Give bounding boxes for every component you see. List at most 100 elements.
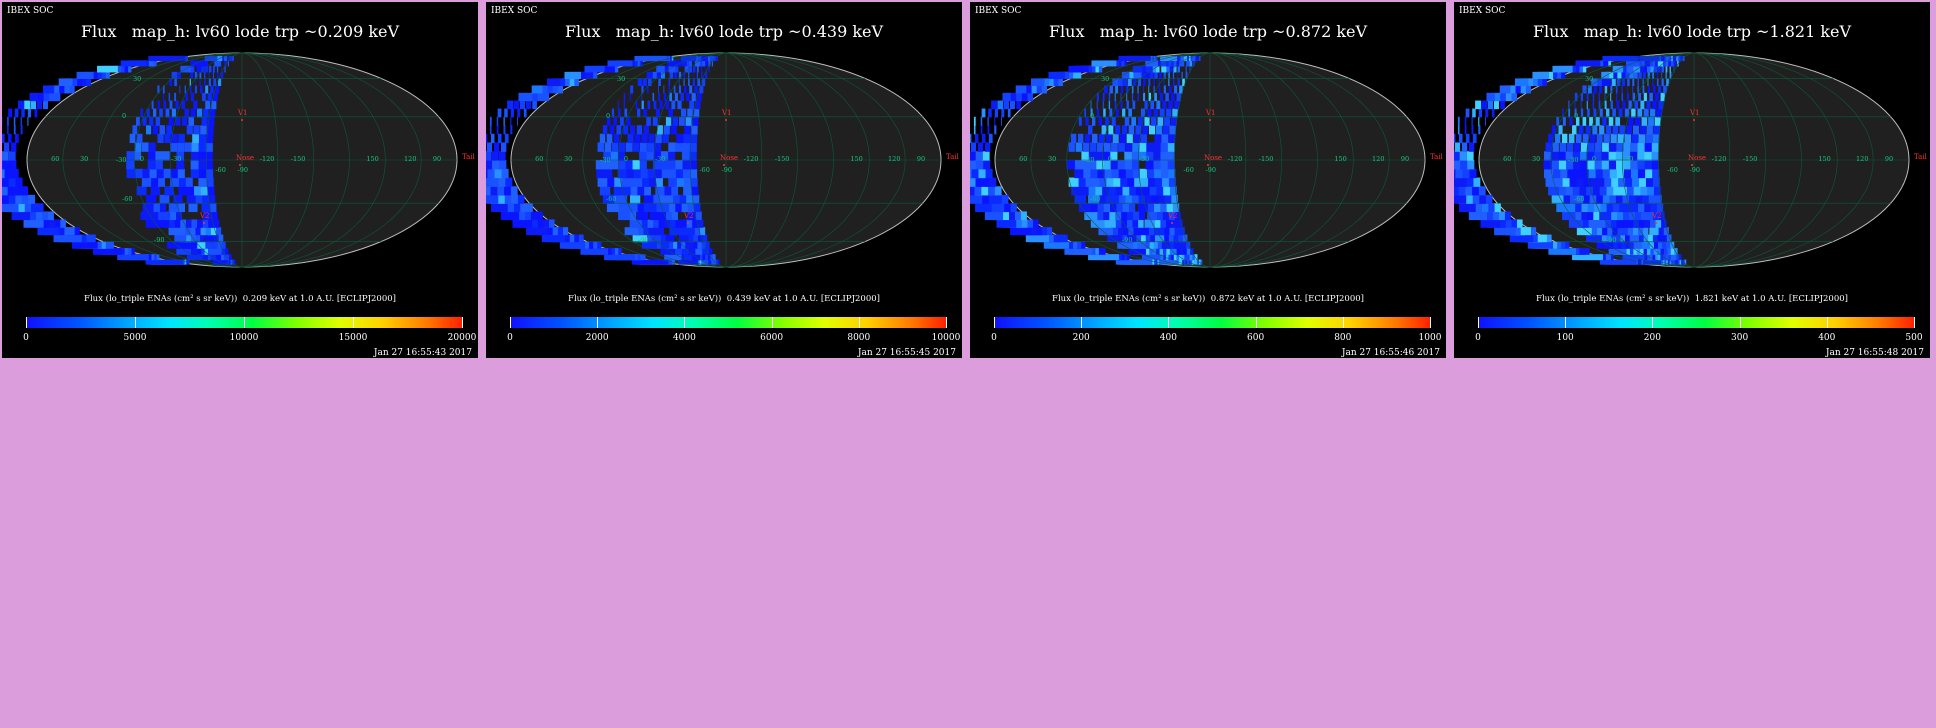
flux-pixel	[1026, 92, 1034, 102]
flux-pixel	[693, 108, 700, 118]
flux-pixel	[3, 177, 16, 187]
flux-pixel	[1030, 78, 1045, 87]
flux-pixel	[653, 151, 661, 161]
flux-pixel	[184, 85, 186, 94]
flux-pixel	[973, 116, 976, 126]
flux-pixel	[198, 142, 206, 152]
flux-pixel	[1670, 60, 1674, 67]
flux-pixel	[11, 142, 17, 152]
flux-pixel	[1124, 203, 1136, 213]
latitude-label: -90	[1122, 236, 1132, 244]
flux-pixel	[670, 194, 680, 204]
flux-pixel	[1618, 108, 1623, 118]
flux-pixel	[1582, 116, 1587, 126]
flux-pixel	[674, 160, 683, 170]
flux-pixel	[1641, 65, 1647, 73]
flux-pixel	[164, 133, 171, 144]
flux-pixel	[542, 85, 553, 94]
flux-pixel	[1586, 234, 1602, 243]
flux-pixel	[620, 186, 631, 196]
flux-pixel	[668, 211, 678, 221]
flux-pixel	[1585, 194, 1597, 204]
flux-pixel	[1643, 211, 1653, 221]
flux-pixel	[170, 177, 179, 187]
flux-pixel	[170, 142, 178, 152]
flux-pixel	[176, 71, 181, 80]
longitude-label: -150	[291, 155, 306, 163]
flux-pixel	[1073, 160, 1083, 170]
flux-pixel	[688, 160, 697, 170]
flux-pixel	[970, 177, 976, 187]
flux-pixel	[517, 108, 521, 118]
flux-pixel	[503, 116, 505, 126]
timestamp: Jan 27 16:55:45 2017	[857, 348, 956, 358]
flux-pixel	[1552, 65, 1573, 73]
flux-pixel	[174, 78, 177, 87]
colorbar	[994, 317, 1431, 328]
flux-pixel	[1454, 133, 1456, 144]
flux-pixel	[1096, 100, 1098, 110]
flux-pixel	[510, 125, 513, 135]
flux-pixel	[672, 203, 682, 213]
flux-pixel	[1645, 186, 1654, 196]
flux-pixel	[1629, 71, 1634, 80]
flux-pixel	[606, 133, 613, 144]
flux-pixel	[635, 100, 638, 110]
flux-pixel	[1153, 211, 1163, 221]
flux-pixel	[1637, 78, 1639, 87]
flux-pixel	[190, 227, 201, 236]
flux-pixel	[500, 211, 520, 221]
flux-pixel	[1465, 133, 1470, 144]
flux-pixel	[1172, 108, 1178, 118]
flux-pixel	[166, 125, 172, 135]
flux-pixel	[1612, 194, 1623, 204]
flux-pixel	[1627, 85, 1628, 94]
latitude-label: 0	[1090, 112, 1094, 120]
flux-pixel	[1168, 186, 1177, 196]
flux-pixel	[17, 100, 25, 110]
flux-pixel	[1621, 85, 1623, 94]
flux-pixel	[1551, 194, 1564, 204]
flux-pixel	[1623, 177, 1633, 187]
flux-pixel	[542, 92, 550, 102]
flux-pixel	[1159, 227, 1170, 236]
flux-pixel	[1105, 186, 1116, 196]
flux-pixel	[34, 108, 38, 118]
flux-pixel	[1574, 108, 1577, 118]
flux-pixel	[1131, 168, 1140, 179]
flux-pixel	[1676, 60, 1679, 67]
flux-pixel	[1152, 168, 1162, 179]
flux-pixel	[1586, 92, 1589, 102]
flux-pixel	[1647, 85, 1650, 94]
flux-pixel	[1160, 151, 1168, 161]
flux-pixel	[1152, 160, 1161, 170]
flux-pixel	[1622, 219, 1634, 228]
flux-pixel	[1514, 78, 1529, 87]
colorbar-tick-label: 15000	[338, 333, 368, 343]
flux-pixel	[1652, 71, 1654, 80]
flux-pixel	[1646, 125, 1653, 135]
flux-pixel	[694, 60, 700, 67]
flux-pixel	[1622, 168, 1631, 179]
flux-pixel	[624, 227, 639, 236]
flux-pixel	[58, 78, 73, 87]
colorbar-tick	[1652, 317, 1654, 328]
flux-pixel	[1167, 142, 1175, 152]
flux-pixel	[486, 177, 492, 187]
flux-pixel	[1160, 55, 1178, 62]
flux-pixel	[486, 168, 495, 179]
flux-pixel	[686, 227, 695, 236]
flux-pixel	[668, 65, 675, 73]
flux-pixel	[1491, 108, 1495, 118]
flux-pixel	[120, 60, 147, 67]
flux-pixel	[486, 194, 499, 204]
longitude-label: 30	[1532, 155, 1540, 163]
flux-pixel	[1472, 186, 1486, 196]
colorbar-tick	[597, 317, 599, 328]
flux-pixel	[155, 116, 161, 126]
flux-pixel	[1527, 241, 1554, 249]
flux-pixel	[185, 227, 196, 236]
flux-pixel	[173, 194, 183, 204]
flux-pixel	[190, 108, 196, 118]
flux-pixel	[698, 60, 703, 67]
